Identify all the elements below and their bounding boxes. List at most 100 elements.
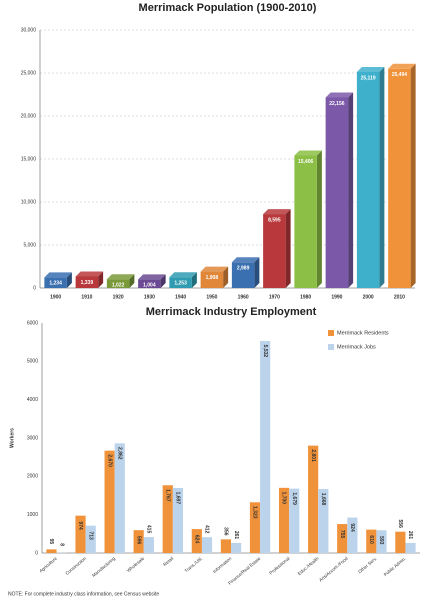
x-tick-label: 1970 (269, 294, 280, 300)
value-label: 15,406 (298, 159, 314, 165)
bar (169, 277, 192, 288)
bar-top (294, 150, 322, 156)
value-label: 713 (87, 531, 93, 540)
bar-top (44, 272, 72, 278)
bar-top (231, 257, 260, 263)
bar (249, 502, 261, 553)
bar (337, 524, 348, 553)
value-label: 974 (77, 521, 83, 530)
value-label: 1,323 (252, 506, 258, 519)
bar (75, 515, 86, 553)
value-label: 1,767 (164, 489, 170, 502)
bar (263, 214, 286, 288)
x-tick-label: 1900 (50, 294, 61, 300)
value-label: 2,989 (237, 266, 250, 272)
value-label: 556 (397, 520, 403, 529)
value-label: 261 (407, 531, 413, 540)
bar (220, 539, 231, 553)
bar (85, 525, 96, 553)
bar (376, 530, 387, 553)
value-label: 1,700 (281, 492, 287, 505)
bar-top (325, 92, 354, 98)
value-label: 95 (48, 539, 54, 545)
bar (104, 450, 115, 553)
bar (172, 487, 184, 553)
bar (143, 537, 154, 553)
bar (231, 542, 242, 553)
chart-title: Merrimack Population (1900-2010) (139, 2, 317, 14)
value-label: 755 (339, 530, 345, 539)
bar (75, 276, 99, 288)
legend-swatch (328, 344, 334, 350)
x-tick-label: Trans./Util. (184, 556, 204, 574)
bar-top (263, 209, 291, 215)
bar (260, 340, 271, 553)
x-tick-label: Public Admin. (383, 556, 407, 577)
bar-side (348, 92, 354, 288)
y-tick-label: 20,000 (21, 113, 37, 119)
y-tick-label: 15,000 (21, 156, 37, 162)
bar-side (66, 272, 72, 288)
value-label: 261 (233, 531, 239, 540)
bar-side (316, 150, 322, 288)
value-label: 1,234 (49, 281, 62, 287)
value-label: 415 (146, 525, 152, 534)
legend-swatch (328, 330, 334, 336)
bar-top (75, 271, 104, 277)
bar (106, 279, 130, 288)
y-tick-label: 30,000 (21, 27, 37, 33)
bar-side (160, 274, 166, 288)
value-label: 22,156 (329, 101, 345, 107)
bar-side (410, 63, 416, 288)
x-tick-label: 1920 (113, 294, 124, 300)
bar-top (169, 272, 197, 278)
bar-side (379, 66, 385, 289)
value-label: 1,253 (174, 281, 187, 287)
value-label: 596 (135, 536, 141, 545)
x-tick-label: 2010 (394, 294, 405, 300)
x-tick-label: 1980 (300, 294, 311, 300)
y-tick-label: 6000 (27, 320, 38, 326)
x-tick-label: 1950 (206, 294, 217, 300)
bar-side (129, 274, 135, 288)
y-tick-label: 5000 (27, 359, 38, 365)
value-label: 25,119 (361, 75, 376, 81)
x-tick-label: 1910 (81, 294, 92, 300)
bar (46, 549, 57, 553)
value-label: 1,004 (143, 283, 156, 289)
value-label: 1,679 (291, 492, 297, 505)
bar (191, 529, 202, 553)
chart-title: Merrimack Industry Employment (146, 306, 317, 318)
y-tick-label: 2000 (27, 474, 38, 480)
value-label: 1,339 (81, 280, 94, 286)
bar-side (98, 271, 104, 288)
y-tick-label: 10,000 (21, 199, 37, 205)
y-tick-label: 1000 (27, 512, 38, 518)
bar (395, 531, 406, 553)
bar-side (191, 272, 197, 288)
y-tick-label: 4000 (27, 397, 38, 403)
x-tick-label: Arts/Accom./Food (318, 556, 349, 583)
x-tick-label: Manufacturing (91, 556, 116, 578)
bar (289, 488, 300, 553)
y-tick-label: 3000 (27, 435, 38, 441)
bar (231, 262, 255, 288)
value-label: 2,862 (116, 447, 122, 460)
bar (347, 517, 358, 553)
bar (44, 277, 67, 288)
value-label: 593 (378, 536, 384, 545)
value-label: 2,670 (106, 454, 112, 467)
bar-top (106, 274, 135, 280)
bar (201, 537, 213, 553)
x-tick-label: Retail (162, 556, 174, 567)
bar (200, 271, 224, 288)
y-tick-label: 0 (35, 550, 38, 556)
footnote: NOTE: For complete industry class inform… (8, 591, 159, 597)
y-tick-label: 0 (33, 285, 36, 291)
x-tick-label: Agriculture (38, 556, 58, 574)
bar (325, 97, 349, 288)
x-tick-label: Construction (64, 556, 87, 576)
legend-label: Merrimack Residents (337, 330, 389, 336)
x-tick-label: 1990 (331, 294, 342, 300)
